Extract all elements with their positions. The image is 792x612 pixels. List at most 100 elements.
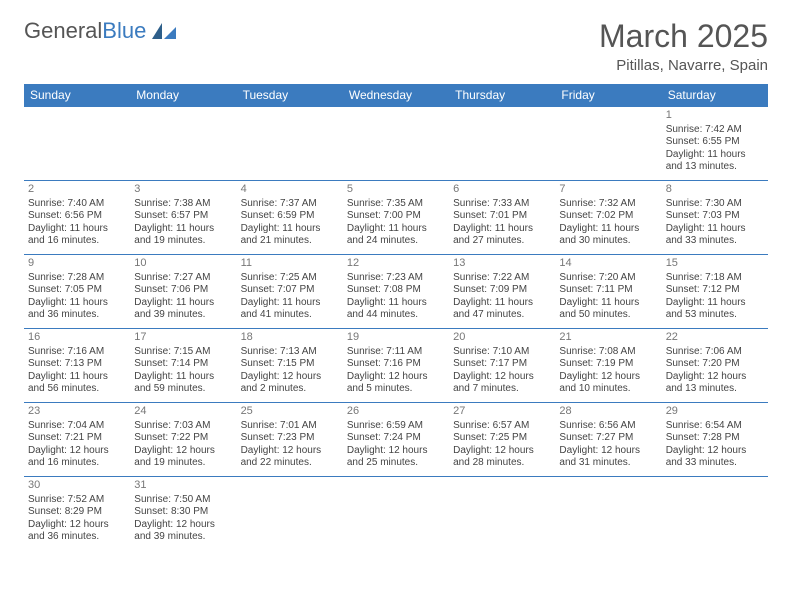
sunset-text: Sunset: 7:15 PM — [241, 358, 339, 371]
daylight-text: Daylight: 11 hours — [28, 371, 126, 384]
daylight-text: and 19 minutes. — [134, 235, 232, 248]
daylight-text: and 19 minutes. — [134, 457, 232, 470]
daylight-text: Daylight: 12 hours — [347, 371, 445, 384]
day-number: 6 — [453, 183, 551, 197]
sunrise-text: Sunrise: 7:42 AM — [666, 124, 764, 137]
day-number: 27 — [453, 405, 551, 419]
sunset-text: Sunset: 7:08 PM — [347, 284, 445, 297]
daylight-text: and 5 minutes. — [347, 383, 445, 396]
daylight-text: and 39 minutes. — [134, 309, 232, 322]
daylight-text: Daylight: 11 hours — [559, 223, 657, 236]
daylight-text: Daylight: 11 hours — [453, 223, 551, 236]
sunset-text: Sunset: 7:02 PM — [559, 210, 657, 223]
daylight-text: Daylight: 11 hours — [28, 297, 126, 310]
daylight-text: and 39 minutes. — [134, 531, 232, 544]
calendar-cell: 19Sunrise: 7:11 AMSunset: 7:16 PMDayligh… — [343, 329, 449, 403]
day-number: 18 — [241, 331, 339, 345]
calendar-cell: 8Sunrise: 7:30 AMSunset: 7:03 PMDaylight… — [662, 181, 768, 255]
calendar-cell: 5Sunrise: 7:35 AMSunset: 7:00 PMDaylight… — [343, 181, 449, 255]
daylight-text: and 50 minutes. — [559, 309, 657, 322]
day-number: 9 — [28, 257, 126, 271]
day-number: 2 — [28, 183, 126, 197]
logo: GeneralBlue — [24, 18, 178, 44]
daylight-text: Daylight: 12 hours — [28, 445, 126, 458]
calendar-cell: 22Sunrise: 7:06 AMSunset: 7:20 PMDayligh… — [662, 329, 768, 403]
daylight-text: Daylight: 12 hours — [28, 519, 126, 532]
day-number: 29 — [666, 405, 764, 419]
daylight-text: and 59 minutes. — [134, 383, 232, 396]
sunrise-text: Sunrise: 7:03 AM — [134, 420, 232, 433]
logo-sail-icon — [150, 21, 178, 41]
sunset-text: Sunset: 7:13 PM — [28, 358, 126, 371]
calendar-cell — [24, 107, 130, 181]
calendar-row: 23Sunrise: 7:04 AMSunset: 7:21 PMDayligh… — [24, 403, 768, 477]
daylight-text: Daylight: 12 hours — [666, 445, 764, 458]
calendar-cell — [130, 107, 236, 181]
daylight-text: and 16 minutes. — [28, 235, 126, 248]
sunrise-text: Sunrise: 7:20 AM — [559, 272, 657, 285]
daylight-text: and 7 minutes. — [453, 383, 551, 396]
day-number: 13 — [453, 257, 551, 271]
day-header: Monday — [130, 84, 236, 107]
calendar-cell — [449, 107, 555, 181]
day-header: Wednesday — [343, 84, 449, 107]
sunset-text: Sunset: 7:28 PM — [666, 432, 764, 445]
sunset-text: Sunset: 8:29 PM — [28, 506, 126, 519]
sunrise-text: Sunrise: 7:06 AM — [666, 346, 764, 359]
sunrise-text: Sunrise: 7:27 AM — [134, 272, 232, 285]
day-number: 26 — [347, 405, 445, 419]
day-number: 3 — [134, 183, 232, 197]
sunrise-text: Sunrise: 6:56 AM — [559, 420, 657, 433]
day-number: 28 — [559, 405, 657, 419]
sunrise-text: Sunrise: 7:40 AM — [28, 198, 126, 211]
day-number: 14 — [559, 257, 657, 271]
sunset-text: Sunset: 7:20 PM — [666, 358, 764, 371]
sunset-text: Sunset: 6:57 PM — [134, 210, 232, 223]
day-header: Friday — [555, 84, 661, 107]
sunrise-text: Sunrise: 7:32 AM — [559, 198, 657, 211]
sunrise-text: Sunrise: 6:54 AM — [666, 420, 764, 433]
daylight-text: and 16 minutes. — [28, 457, 126, 470]
sunrise-text: Sunrise: 7:25 AM — [241, 272, 339, 285]
daylight-text: and 33 minutes. — [666, 235, 764, 248]
day-number: 21 — [559, 331, 657, 345]
sunset-text: Sunset: 7:01 PM — [453, 210, 551, 223]
daylight-text: and 13 minutes. — [666, 383, 764, 396]
sunset-text: Sunset: 7:12 PM — [666, 284, 764, 297]
day-number: 7 — [559, 183, 657, 197]
sunrise-text: Sunrise: 7:50 AM — [134, 494, 232, 507]
daylight-text: and 56 minutes. — [28, 383, 126, 396]
day-number: 19 — [347, 331, 445, 345]
sunrise-text: Sunrise: 7:52 AM — [28, 494, 126, 507]
day-header-row: Sunday Monday Tuesday Wednesday Thursday… — [24, 84, 768, 107]
day-number: 15 — [666, 257, 764, 271]
sunrise-text: Sunrise: 7:38 AM — [134, 198, 232, 211]
day-number: 1 — [666, 109, 764, 123]
calendar-cell — [237, 107, 343, 181]
sunset-text: Sunset: 7:21 PM — [28, 432, 126, 445]
daylight-text: and 30 minutes. — [559, 235, 657, 248]
daylight-text: Daylight: 12 hours — [559, 371, 657, 384]
daylight-text: Daylight: 11 hours — [347, 223, 445, 236]
daylight-text: Daylight: 12 hours — [241, 445, 339, 458]
daylight-text: and 27 minutes. — [453, 235, 551, 248]
calendar-cell — [555, 107, 661, 181]
daylight-text: Daylight: 11 hours — [453, 297, 551, 310]
daylight-text: and 33 minutes. — [666, 457, 764, 470]
sunset-text: Sunset: 7:11 PM — [559, 284, 657, 297]
daylight-text: Daylight: 11 hours — [347, 297, 445, 310]
day-number: 12 — [347, 257, 445, 271]
calendar-cell: 28Sunrise: 6:56 AMSunset: 7:27 PMDayligh… — [555, 403, 661, 477]
daylight-text: and 31 minutes. — [559, 457, 657, 470]
daylight-text: Daylight: 12 hours — [453, 371, 551, 384]
day-number: 16 — [28, 331, 126, 345]
daylight-text: Daylight: 12 hours — [134, 445, 232, 458]
logo-text-2: Blue — [102, 18, 146, 44]
calendar-cell: 21Sunrise: 7:08 AMSunset: 7:19 PMDayligh… — [555, 329, 661, 403]
sunset-text: Sunset: 6:55 PM — [666, 136, 764, 149]
calendar-cell — [449, 477, 555, 551]
sunset-text: Sunset: 6:59 PM — [241, 210, 339, 223]
sunrise-text: Sunrise: 7:16 AM — [28, 346, 126, 359]
calendar-cell: 14Sunrise: 7:20 AMSunset: 7:11 PMDayligh… — [555, 255, 661, 329]
sunset-text: Sunset: 7:22 PM — [134, 432, 232, 445]
